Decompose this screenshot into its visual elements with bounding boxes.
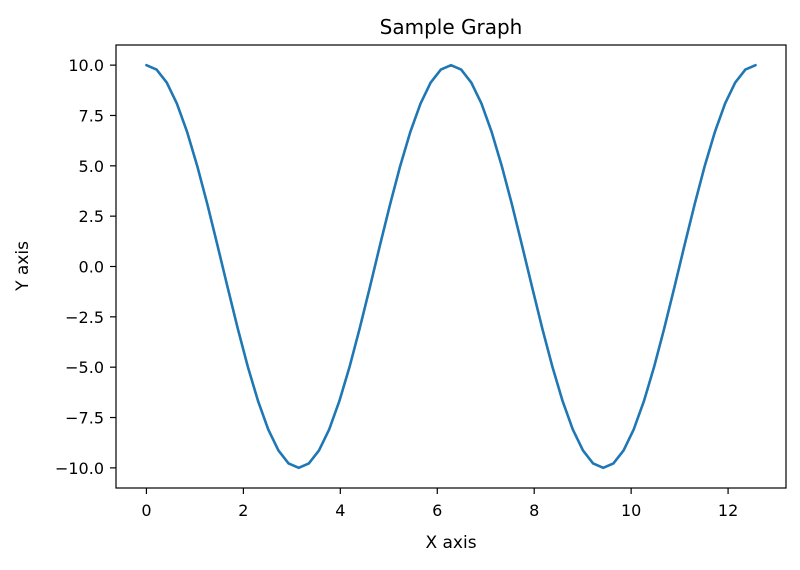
y-tick-label: 2.5 xyxy=(79,207,104,226)
y-tick-label: 0.0 xyxy=(79,258,104,277)
y-axis-ticks: 10.0 7.5 5.0 2.5 0.0 −2.5 −5.0 −7.5 −10.0 xyxy=(55,56,116,478)
x-axis-label: X axis xyxy=(425,533,476,553)
y-axis-label: Y axis xyxy=(13,241,33,292)
y-tick-label: 7.5 xyxy=(79,106,104,125)
x-tick-label: 4 xyxy=(335,501,345,520)
x-tick-label: 0 xyxy=(141,501,151,520)
y-tick-label: −5.0 xyxy=(65,358,104,377)
plot-frame xyxy=(115,44,787,489)
series-layer xyxy=(145,63,757,470)
y-tick-label: 5.0 xyxy=(79,157,104,176)
x-tick-label: 6 xyxy=(432,501,442,520)
x-tick-label: 12 xyxy=(718,501,738,520)
chart-title: Sample Graph xyxy=(380,15,523,39)
x-tick-label: 8 xyxy=(529,501,539,520)
x-axis-ticks: 0 2 4 6 8 10 12 xyxy=(141,488,738,520)
y-tick-label: −2.5 xyxy=(65,308,104,327)
series-line xyxy=(145,63,757,470)
y-tick-label: 10.0 xyxy=(68,56,104,75)
y-tick-label: −7.5 xyxy=(65,409,104,428)
x-tick-label: 10 xyxy=(621,501,641,520)
y-tick-label: −10.0 xyxy=(55,459,104,478)
x-tick-label: 2 xyxy=(238,501,248,520)
